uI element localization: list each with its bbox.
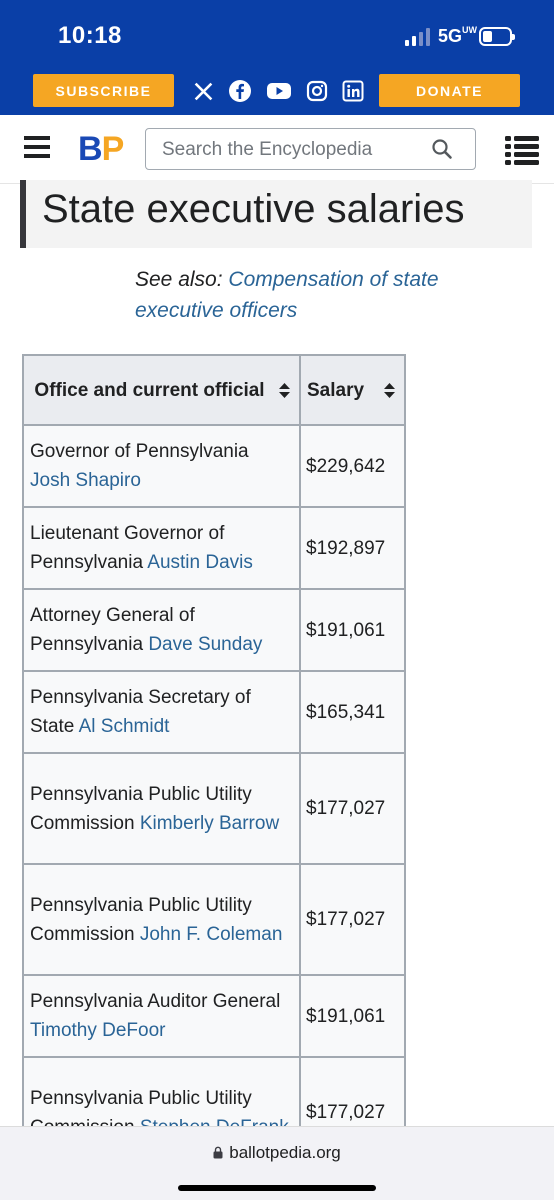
linkedin-icon[interactable] <box>340 78 366 104</box>
battery-icon <box>479 27 515 46</box>
search-input[interactable] <box>162 137 422 163</box>
sort-icon[interactable] <box>384 383 395 398</box>
see-also-link[interactable]: Compensation of state executive officers <box>135 268 439 322</box>
instagram-icon[interactable] <box>304 78 330 104</box>
salary-cell: $229,642 <box>299 424 406 508</box>
official-link[interactable]: Timothy DeFoor <box>30 1020 166 1041</box>
signal-icon <box>405 28 430 46</box>
official-link[interactable]: John F. Coleman <box>139 923 283 945</box>
table-row: Pennsylvania Auditor General Timothy DeF… <box>22 974 406 1058</box>
subscribe-button[interactable]: SUBSCRIBE <box>33 74 174 107</box>
official-link[interactable]: Al Schmidt <box>78 716 170 737</box>
official-link[interactable]: Kimberly Barrow <box>139 812 280 834</box>
salary-table: Office and current official Salary Gover… <box>22 354 406 1169</box>
table-row: Governor of Pennsylvania Josh Shapiro $2… <box>22 424 406 508</box>
page-title: State executive salaries <box>42 187 465 231</box>
url-field[interactable]: ballotpedia.org <box>0 1143 554 1163</box>
youtube-icon[interactable] <box>266 78 292 104</box>
salary-cell: $191,061 <box>299 974 406 1058</box>
list-menu-icon[interactable] <box>505 135 539 165</box>
salary-cell: $191,061 <box>299 588 406 672</box>
hamburger-menu-icon[interactable] <box>24 136 50 163</box>
browser-address-bar: ballotpedia.org <box>0 1126 554 1200</box>
ballotpedia-logo[interactable]: BP <box>78 130 124 168</box>
salary-cell: $165,341 <box>299 670 406 754</box>
network-indicator: 5GUW <box>438 25 478 46</box>
salary-cell: $192,897 <box>299 506 406 590</box>
search-icon[interactable] <box>431 138 453 160</box>
search-box <box>145 128 476 170</box>
table-row: Pennsylvania Secretary of State Al Schmi… <box>22 670 406 754</box>
office-cell: Pennsylvania Auditor General Timothy DeF… <box>22 974 301 1058</box>
official-link[interactable]: Austin Davis <box>147 552 253 573</box>
facebook-icon[interactable] <box>227 78 253 104</box>
office-cell: Lieutenant Governor of Pennsylvania Aust… <box>22 506 301 590</box>
column-header-office[interactable]: Office and current official <box>22 354 301 426</box>
official-link[interactable]: Josh Shapiro <box>30 470 141 491</box>
table-row: Attorney General of Pennsylvania Dave Su… <box>22 588 406 672</box>
url-text: ballotpedia.org <box>229 1143 341 1162</box>
official-link[interactable]: Dave Sunday <box>148 634 263 655</box>
site-header: BP <box>0 115 554 183</box>
office-cell: Pennsylvania Public Utility Commission J… <box>22 863 301 976</box>
status-time: 10:18 <box>58 22 122 49</box>
title-panel <box>20 180 532 248</box>
salary-cell: $177,027 <box>299 863 406 976</box>
table-row: Pennsylvania Public Utility Commission J… <box>22 863 406 976</box>
office-cell: Pennsylvania Public Utility Commission K… <box>22 752 301 865</box>
table-row: Pennsylvania Public Utility Commission K… <box>22 752 406 865</box>
office-cell: Pennsylvania Secretary of State Al Schmi… <box>22 670 301 754</box>
x-icon[interactable] <box>190 78 216 104</box>
see-also-note: See also: Compensation of state executiv… <box>135 264 525 326</box>
lock-icon <box>213 1146 223 1159</box>
see-also-label: See also: <box>135 268 223 291</box>
donate-button[interactable]: DONATE <box>379 74 520 107</box>
salary-cell: $177,027 <box>299 752 406 865</box>
sort-icon[interactable] <box>279 383 290 398</box>
table-row: Lieutenant Governor of Pennsylvania Aust… <box>22 506 406 590</box>
home-indicator[interactable] <box>178 1185 376 1191</box>
office-cell: Attorney General of Pennsylvania Dave Su… <box>22 588 301 672</box>
office-cell: Governor of Pennsylvania Josh Shapiro <box>22 424 301 508</box>
column-header-salary[interactable]: Salary <box>299 354 406 426</box>
